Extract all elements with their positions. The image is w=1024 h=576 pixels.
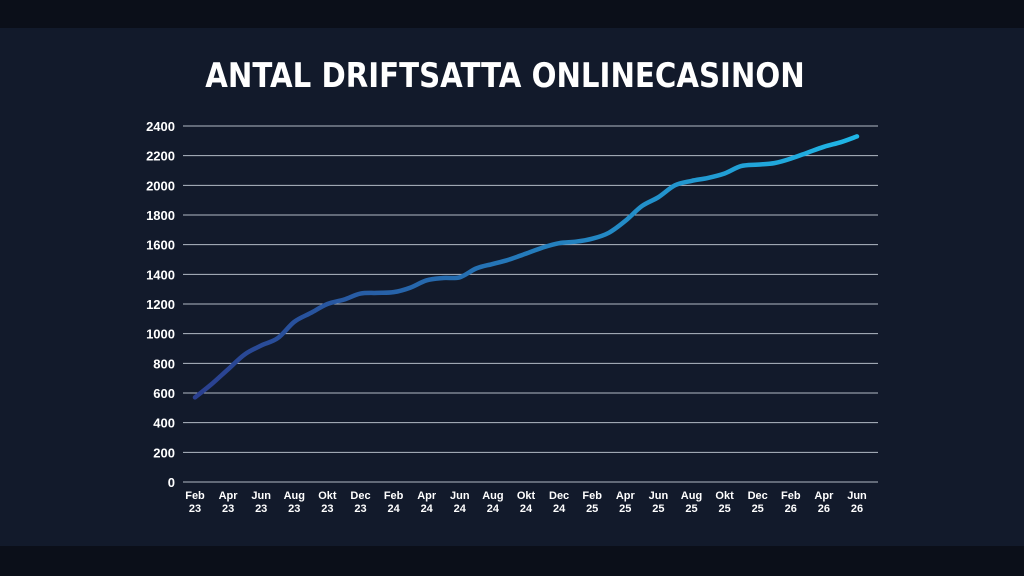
y-tick-label: 2400 xyxy=(146,119,175,134)
x-tick-label: Aug 23 xyxy=(284,490,305,515)
gridlines xyxy=(183,125,878,483)
x-tick-label: Okt 25 xyxy=(715,490,734,515)
y-tick-label: 1400 xyxy=(146,267,175,282)
x-tick-label: Okt 23 xyxy=(318,490,337,515)
x-tick-label: Apr 26 xyxy=(814,490,834,515)
x-axis-ticks: Feb 23 Apr 23 Jun 23 Aug 23 Okt 23 Dec 23 Feb 24 Apr 24… xyxy=(185,490,867,515)
series-line xyxy=(192,134,860,400)
x-tick-label: Apr 23 xyxy=(219,490,239,515)
y-tick-label: 1800 xyxy=(146,208,175,223)
letterbox-top xyxy=(0,0,1024,28)
x-tick-label: Feb 24 xyxy=(384,490,404,515)
x-tick-label: Apr 24 xyxy=(417,490,437,515)
x-tick-label: Feb 25 xyxy=(582,490,602,515)
x-tick-label: Okt 24 xyxy=(517,490,536,515)
series-layer xyxy=(192,134,860,400)
y-tick-label: 1000 xyxy=(146,327,175,342)
x-tick-label: Dec 23 xyxy=(350,490,370,515)
x-tick-label: Jun 23 xyxy=(251,490,271,515)
y-tick-label: 200 xyxy=(153,445,175,460)
y-tick-label: 0 xyxy=(168,475,175,490)
y-tick-label: 1200 xyxy=(146,297,175,312)
x-tick-label: Dec 25 xyxy=(748,490,768,515)
chart-title: ANTAL DRIFTSATTA ONLINECASINON xyxy=(205,56,805,96)
x-tick-label: Apr 25 xyxy=(616,490,636,515)
letterbox-bottom xyxy=(0,546,1024,576)
x-tick-label: Aug 25 xyxy=(681,490,702,515)
y-tick-label: 800 xyxy=(153,356,175,371)
x-tick-label: Jun 26 xyxy=(847,490,867,515)
x-tick-label: Feb 23 xyxy=(185,490,205,515)
x-tick-label: Aug 24 xyxy=(482,490,503,515)
y-tick-label: 600 xyxy=(153,386,175,401)
x-tick-label: Jun 25 xyxy=(649,490,669,515)
y-tick-label: 400 xyxy=(153,416,175,431)
y-tick-label: 1600 xyxy=(146,238,175,253)
y-tick-label: 2200 xyxy=(146,149,175,164)
x-tick-label: Dec 24 xyxy=(549,490,569,515)
y-axis-ticks: 0 200 400 600 800 1000 1200 1400 1600 1800 2000 220… xyxy=(146,119,175,490)
x-tick-label: Feb 26 xyxy=(781,490,801,515)
x-tick-label: Jun 24 xyxy=(450,490,470,515)
y-tick-label: 2000 xyxy=(146,178,175,193)
